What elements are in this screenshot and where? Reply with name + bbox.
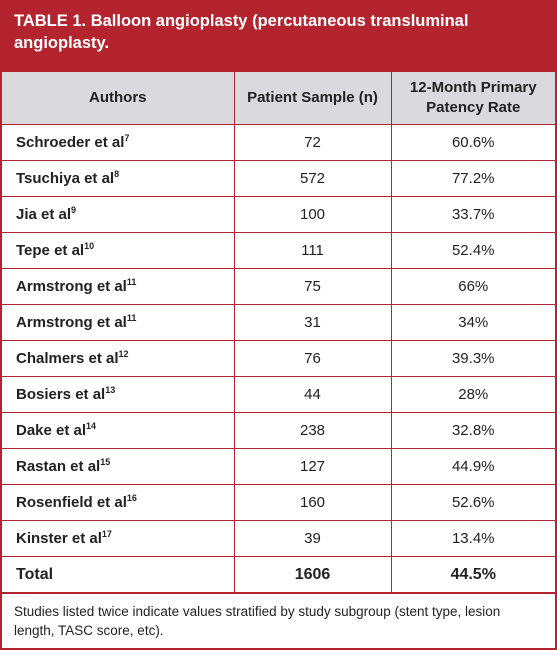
author-name: Kinster et al (16, 530, 102, 547)
author-name: Armstrong et al (16, 278, 127, 295)
reference: 11 (126, 313, 137, 323)
author-name: Rosenfield et al (16, 494, 127, 511)
data-table: Authors Patient Sample (n) 12-Month Prim… (2, 70, 555, 594)
author-cell: Jia et al9 (2, 196, 235, 233)
rate-cell: 52.6% (390, 484, 555, 521)
reference: 14 (86, 421, 97, 431)
author-name: Chalmers et al (16, 350, 119, 367)
author-cell: Chalmers et al12 (2, 340, 235, 377)
author-cell: Rastan et al15 (2, 448, 235, 485)
sample-cell: 238 (233, 412, 392, 449)
reference: 7 (124, 133, 130, 143)
table-row: Armstrong et al11 31 34% (2, 304, 555, 341)
table-row: Tepe et al10 111 52.4% (2, 232, 555, 269)
author-cell: Schroeder et al7 (2, 124, 235, 161)
sample-cell: 111 (233, 232, 392, 269)
sample-cell: 75 (233, 268, 392, 305)
author-cell: Tsuchiya et al8 (2, 160, 235, 197)
sample-cell: 127 (233, 448, 392, 485)
reference: 11 (126, 277, 137, 287)
rate-cell: 28% (390, 376, 555, 413)
sample-cell: 44 (233, 376, 392, 413)
rate-cell: 32.8% (390, 412, 555, 449)
total-label: Total (2, 556, 235, 594)
table-row: Schroeder et al7 72 60.6% (2, 124, 555, 161)
total-rate: 44.5% (390, 556, 555, 594)
author-cell: Rosenfield et al16 (2, 484, 235, 521)
author-name: Bosiers et al (16, 386, 106, 403)
column-header: 12-Month Primary Patency Rate (390, 70, 555, 125)
reference: 8 (114, 169, 120, 179)
rate-cell: 60.6% (390, 124, 555, 161)
author-name: Rastan et al (16, 458, 101, 475)
author-name: Jia et al (16, 206, 72, 223)
rate-cell: 34% (390, 304, 555, 341)
table-row: Armstrong et al11 75 66% (2, 268, 555, 305)
sample-cell: 31 (233, 304, 392, 341)
author-cell: Dake et al14 (2, 412, 235, 449)
author-name: Tsuchiya et al (16, 170, 115, 187)
table-row: Rastan et al15 127 44.9% (2, 448, 555, 485)
author-cell: Armstrong et al11 (2, 268, 235, 305)
rate-cell: 44.9% (390, 448, 555, 485)
rate-cell: 39.3% (390, 340, 555, 377)
author-cell: Tepe et al10 (2, 232, 235, 269)
author-name: Armstrong et al (16, 314, 127, 331)
table-label: TABLE 1. (14, 12, 87, 30)
reference: 12 (118, 349, 129, 359)
table-row: Rosenfield et al16 160 52.6% (2, 484, 555, 521)
author-name: Schroeder et al (16, 134, 125, 151)
author-cell: Kinster et al17 (2, 520, 235, 557)
table-row: Dake et al14 238 32.8% (2, 412, 555, 449)
rate-cell: 13.4% (390, 520, 555, 557)
footnote: Studies listed twice indicate values str… (14, 604, 501, 638)
rate-cell: 33.7% (390, 196, 555, 233)
table-row: Kinster et al17 39 13.4% (2, 520, 555, 557)
sample-cell: 100 (233, 196, 392, 233)
sample-cell: 572 (233, 160, 392, 197)
sample-cell: 76 (233, 340, 392, 377)
rate-cell: 77.2% (390, 160, 555, 197)
table-title: Balloon angioplasty (percutaneous transl… (14, 12, 469, 52)
column-header: Authors (2, 70, 235, 125)
rate-cell: 52.4% (390, 232, 555, 269)
reference: 15 (100, 457, 111, 467)
reference: 17 (101, 529, 112, 539)
rate-cell: 66% (390, 268, 555, 305)
sample-cell: 160 (233, 484, 392, 521)
total-row: Total 1606 44.5% (2, 556, 555, 594)
reference: 10 (84, 241, 95, 251)
sample-cell: 39 (233, 520, 392, 557)
table-body: Schroeder et al7 72 60.6% Tsuchiya et al8 57… (2, 124, 555, 594)
sample-cell: 72 (233, 124, 392, 161)
author-name: Tepe et al (16, 242, 85, 259)
table-row: Chalmers et al12 76 39.3% (2, 340, 555, 377)
total-sample: 1606 (233, 556, 392, 594)
author-name: Dake et al (16, 422, 87, 439)
table-row: Jia et al9 100 33.7% (2, 196, 555, 233)
column-header: Patient Sample (n) (233, 70, 392, 125)
table-row: Tsuchiya et al8 572 77.2% (2, 160, 555, 197)
header-row: Authors Patient Sample (n) 12-Month Prim… (2, 70, 555, 125)
reference: 16 (126, 493, 137, 503)
reference: 9 (71, 205, 77, 215)
table-header: TABLE 1. Balloon angioplasty (percutaneo… (2, 2, 555, 70)
reference: 13 (105, 385, 116, 395)
author-cell: Armstrong et al11 (2, 304, 235, 341)
author-cell: Bosiers et al13 (2, 376, 235, 413)
table-row: Bosiers et al13 44 28% (2, 376, 555, 413)
